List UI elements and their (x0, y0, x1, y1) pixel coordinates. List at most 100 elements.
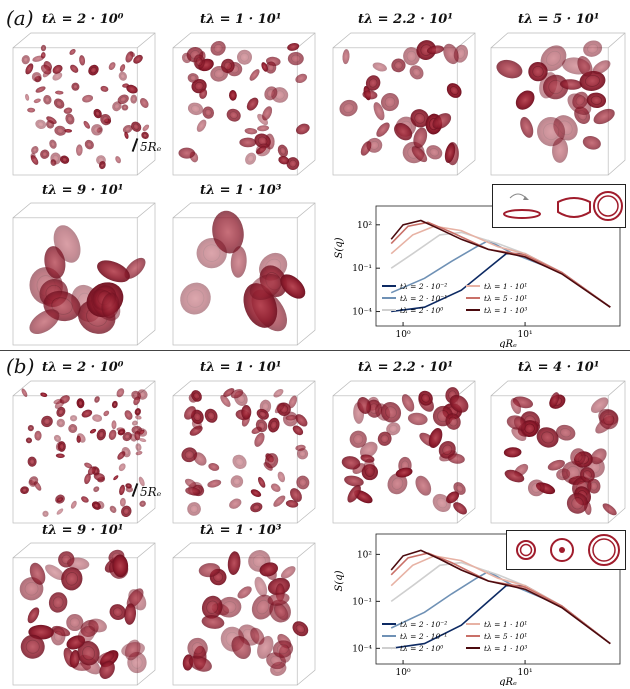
cell (126, 84, 138, 94)
legend-label: tλ = 5 · 10¹ (484, 294, 527, 303)
cell (285, 500, 299, 508)
cell (267, 592, 290, 606)
time-label-a3: tλ = 2.2 · 10¹ (358, 12, 454, 27)
legend-label: tλ = 5 · 10¹ (484, 632, 527, 641)
cell (380, 402, 402, 423)
cell (70, 500, 77, 509)
cell (496, 59, 523, 79)
cell (255, 419, 268, 433)
cell (580, 467, 595, 483)
cell (278, 156, 290, 165)
cell (46, 116, 57, 125)
cell (94, 396, 100, 403)
legend-label: tλ = 1 · 10³ (484, 306, 527, 315)
cell (111, 400, 118, 409)
cell (210, 41, 226, 56)
cell (84, 473, 91, 485)
cell (116, 388, 125, 398)
cube-frame (12, 202, 156, 346)
cell (453, 502, 467, 515)
x-axis-label: qRₑ (499, 677, 517, 686)
cell (196, 237, 227, 269)
cell (91, 501, 101, 510)
cell (50, 159, 57, 166)
cell (93, 108, 102, 119)
cell-group (341, 387, 469, 515)
cell (262, 106, 273, 121)
cell (96, 155, 106, 165)
cell (201, 615, 225, 629)
cell (296, 448, 309, 460)
cell (426, 45, 445, 55)
x-tick-label: 10⁰ (396, 330, 411, 340)
cell (29, 309, 60, 335)
cell (141, 131, 149, 140)
cell (50, 626, 66, 646)
cell-group (20, 388, 148, 518)
cell (295, 123, 310, 135)
cell (288, 395, 298, 409)
cell (198, 563, 221, 578)
cell (35, 119, 47, 129)
cell (27, 607, 40, 624)
cube-frame (172, 202, 316, 346)
y-tick-label: 10⁻¹ (352, 597, 372, 607)
cell (380, 92, 399, 112)
cell (418, 390, 433, 406)
cell (257, 125, 270, 132)
cell (257, 635, 274, 659)
cell (109, 604, 126, 621)
cell (142, 124, 150, 132)
series-line-5 (390, 549, 611, 645)
cell (196, 119, 207, 132)
cell (570, 448, 586, 466)
cell (453, 44, 469, 63)
cell (69, 649, 80, 669)
cell (77, 625, 96, 644)
x-tick-label: 10⁰ (396, 668, 411, 678)
cell (426, 145, 443, 160)
cell (395, 467, 413, 478)
cell (249, 274, 282, 301)
cell (124, 639, 141, 661)
cell (286, 157, 300, 170)
cell (139, 500, 146, 507)
time-label-b3: tλ = 2.2 · 10¹ (358, 360, 454, 375)
time-label-a2: tλ = 1 · 10¹ (200, 12, 282, 27)
cell (386, 422, 401, 436)
panel-label-b: (b) (6, 354, 35, 378)
cell (187, 102, 204, 116)
cell (40, 64, 52, 75)
cell (187, 502, 201, 516)
cell (25, 63, 34, 75)
cell (230, 246, 247, 278)
cell (112, 554, 129, 578)
cell (237, 49, 253, 65)
cell (341, 456, 361, 470)
cell (55, 453, 65, 458)
cell (100, 85, 109, 92)
cube-b4 (490, 380, 626, 524)
y-tick-label: 10² (357, 550, 372, 560)
cell (504, 469, 525, 483)
cell (109, 505, 117, 513)
cell (540, 45, 567, 72)
time-label-b6: tλ = 1 · 10³ (200, 523, 282, 538)
cell (77, 640, 100, 666)
cell (119, 64, 126, 72)
cell (261, 62, 268, 72)
cell (119, 484, 125, 496)
cell (515, 90, 535, 110)
cell (133, 396, 141, 406)
cell (46, 120, 55, 129)
cell (122, 432, 132, 442)
cell (207, 479, 222, 488)
cell (428, 427, 443, 448)
cell (121, 104, 129, 111)
cell (88, 64, 99, 76)
cell (180, 282, 211, 315)
cell (270, 483, 281, 492)
cell (593, 108, 615, 125)
cell (68, 424, 78, 434)
cell (556, 424, 576, 441)
